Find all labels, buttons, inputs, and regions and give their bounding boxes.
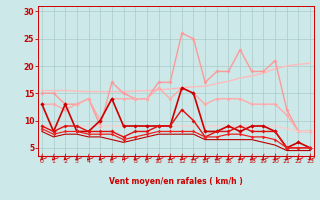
X-axis label: Vent moyen/en rafales ( km/h ): Vent moyen/en rafales ( km/h ) (109, 177, 243, 186)
